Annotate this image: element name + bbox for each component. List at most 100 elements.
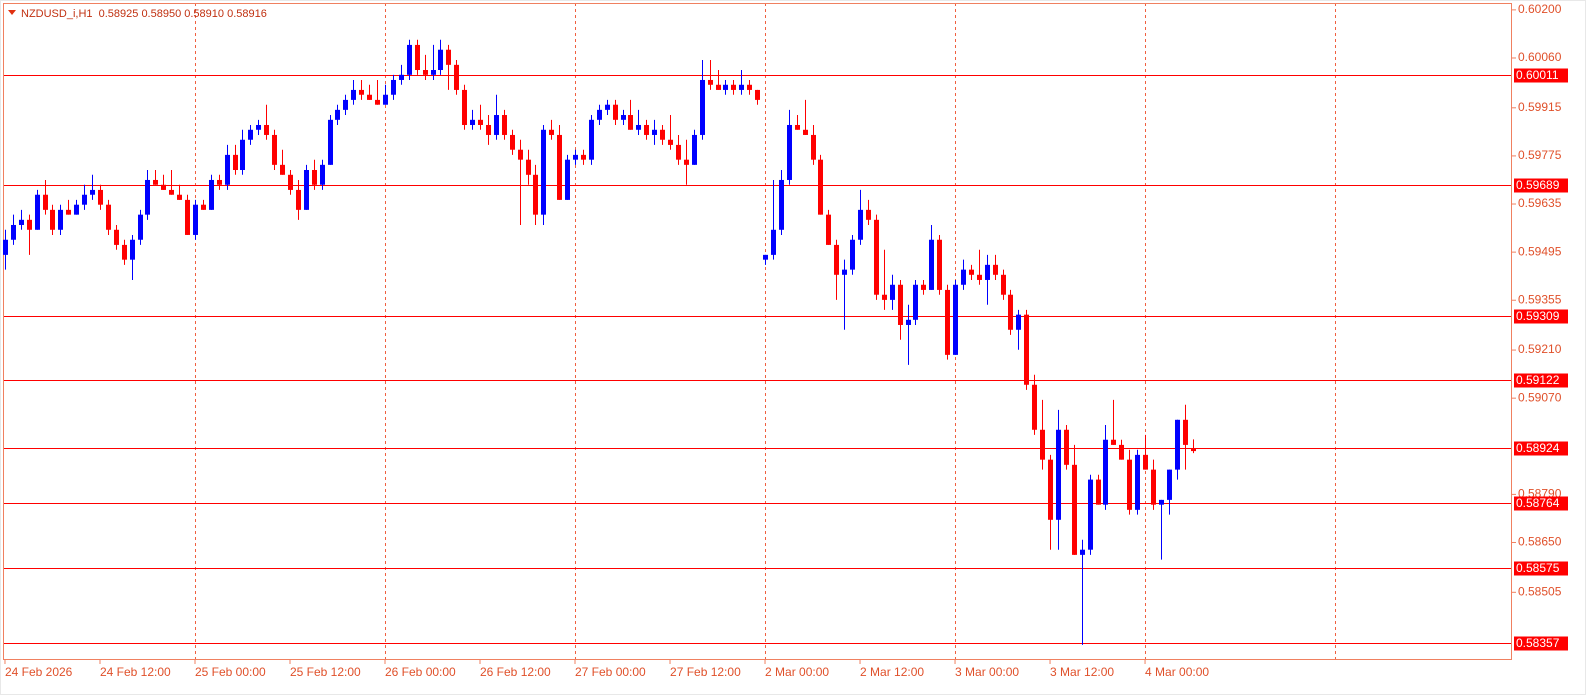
candle-body	[882, 294, 887, 300]
candle-body	[1096, 479, 1101, 505]
level-label: 0.58575	[1516, 561, 1560, 575]
candle-body	[953, 284, 958, 355]
candle-body	[850, 239, 855, 270]
candle-body	[906, 319, 911, 325]
candle-body	[660, 129, 665, 140]
candle-body	[826, 214, 831, 245]
candle-body	[803, 129, 808, 135]
candle-body	[407, 44, 412, 75]
candle-body	[921, 284, 926, 290]
candle-body	[415, 44, 420, 71]
candle-body	[177, 194, 182, 200]
candle-body	[716, 84, 721, 90]
candle-body	[1191, 447, 1196, 452]
y-tick-label: 0.58505	[1518, 584, 1562, 598]
x-tick-label: 4 Mar 00:00	[1145, 665, 1209, 679]
candle-body	[818, 159, 823, 215]
candle-body	[320, 164, 325, 185]
candle-body	[811, 134, 816, 160]
x-tick-label: 3 Mar 00:00	[955, 665, 1019, 679]
candle-body	[1103, 439, 1108, 505]
candle-body	[676, 144, 681, 160]
candle-body	[1056, 429, 1061, 520]
y-tick-label: 0.59210	[1518, 342, 1562, 356]
candle-body	[795, 124, 800, 130]
candle-body	[423, 70, 428, 75]
candle-body	[328, 119, 333, 165]
level-label-box	[1514, 636, 1568, 651]
candle-body	[787, 124, 792, 180]
candle-body	[193, 204, 198, 235]
candle-body	[644, 124, 649, 135]
candle-body	[1127, 459, 1132, 510]
candle-body	[264, 124, 269, 135]
candle-body	[834, 244, 839, 275]
x-tick-label: 27 Feb 00:00	[575, 665, 646, 679]
candle-body	[248, 129, 253, 140]
candle-body	[1135, 454, 1140, 510]
y-tick-label: 0.59495	[1518, 244, 1562, 258]
x-tick-label: 2 Mar 00:00	[765, 665, 829, 679]
candle-body	[708, 79, 713, 85]
candle-body	[335, 109, 340, 120]
candle-body	[478, 119, 483, 125]
y-tick-label: 0.60200	[1518, 2, 1562, 16]
candle-body	[985, 264, 990, 280]
level-label-box	[1514, 561, 1568, 576]
candle-body	[233, 154, 238, 170]
level-label-box	[1514, 496, 1568, 511]
candle-body	[280, 164, 285, 175]
candle-body	[240, 139, 245, 170]
candle-body	[431, 70, 436, 75]
level-label-box	[1514, 373, 1568, 388]
y-tick-label: 0.59635	[1518, 196, 1562, 210]
candle-body	[438, 49, 443, 71]
candle-body	[731, 84, 736, 90]
candle-body	[1088, 479, 1093, 550]
candle-body	[288, 174, 293, 190]
candle-body	[169, 189, 174, 195]
candle-body	[898, 284, 903, 325]
candle-body	[510, 134, 515, 150]
candle-body	[399, 74, 404, 80]
candle-body	[890, 284, 895, 300]
candle-body	[217, 179, 222, 185]
candle-body	[700, 79, 705, 135]
candle-body	[621, 115, 626, 120]
candle-body	[533, 174, 538, 215]
candle-body	[993, 264, 998, 275]
candle-body	[628, 115, 633, 130]
candle-body	[842, 269, 847, 275]
x-tick-label: 25 Feb 12:00	[290, 665, 361, 679]
candle-body	[1001, 274, 1006, 295]
candle-body	[82, 194, 87, 205]
chart-title: NZDUSD_i,H1 0.58925 0.58950 0.58910 0.58…	[21, 8, 267, 20]
candle-body	[391, 79, 396, 95]
collapse-icon[interactable]	[8, 10, 16, 15]
candle-body	[1016, 314, 1021, 330]
candle-body	[367, 94, 372, 100]
candle-body	[1032, 384, 1037, 430]
candle-body	[502, 115, 507, 135]
candle-body	[747, 84, 752, 90]
x-tick-label: 26 Feb 00:00	[385, 665, 456, 679]
candle-body	[486, 124, 491, 135]
candle-body	[122, 244, 127, 260]
candle-body	[312, 169, 317, 185]
level-label-box	[1514, 309, 1568, 324]
candle-body	[1024, 314, 1029, 385]
candle-body	[913, 284, 918, 320]
level-label-box	[1514, 441, 1568, 456]
y-tick-label: 0.58650	[1518, 535, 1562, 549]
x-tick-label: 25 Feb 00:00	[195, 665, 266, 679]
y-tick-label: 0.59775	[1518, 148, 1562, 162]
candle-body	[526, 159, 531, 175]
level-label: 0.60011	[1516, 68, 1559, 82]
level-label-box	[1514, 68, 1568, 83]
candle-body	[66, 209, 71, 215]
candle-body	[858, 209, 863, 240]
candle-body	[1143, 454, 1148, 470]
candle-body	[874, 219, 879, 295]
candle-body	[866, 209, 871, 220]
